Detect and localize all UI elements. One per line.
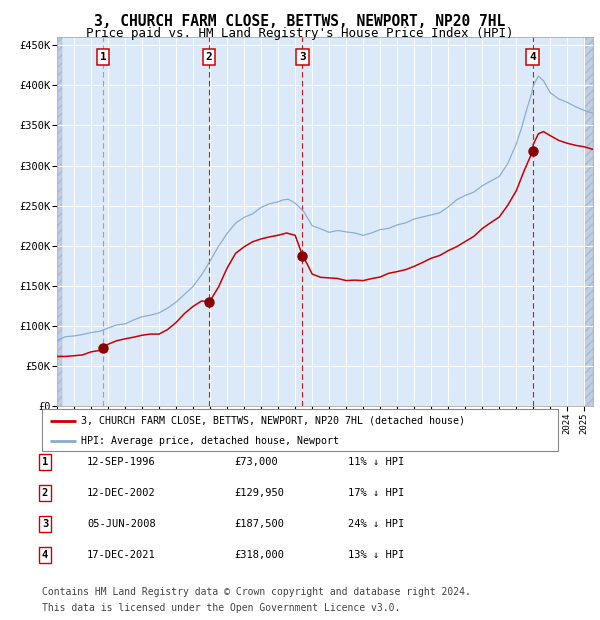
Text: 05-JUN-2008: 05-JUN-2008	[87, 519, 156, 529]
Text: 11% ↓ HPI: 11% ↓ HPI	[348, 457, 404, 467]
Text: 4: 4	[42, 550, 48, 560]
Bar	[584, 37, 593, 406]
Text: 3: 3	[299, 52, 306, 62]
Bar	[57, 37, 62, 406]
Text: Contains HM Land Registry data © Crown copyright and database right 2024.: Contains HM Land Registry data © Crown c…	[42, 587, 471, 597]
Text: 4: 4	[529, 52, 536, 62]
Text: £73,000: £73,000	[234, 457, 278, 467]
Text: 2: 2	[206, 52, 212, 62]
Text: 12-DEC-2002: 12-DEC-2002	[87, 488, 156, 498]
Bar	[584, 37, 593, 406]
Text: HPI: Average price, detached house, Newport: HPI: Average price, detached house, Newp…	[80, 436, 338, 446]
Text: 3, CHURCH FARM CLOSE, BETTWS, NEWPORT, NP20 7HL (detached house): 3, CHURCH FARM CLOSE, BETTWS, NEWPORT, N…	[80, 415, 465, 425]
Text: 17% ↓ HPI: 17% ↓ HPI	[348, 488, 404, 498]
Text: This data is licensed under the Open Government Licence v3.0.: This data is licensed under the Open Gov…	[42, 603, 400, 613]
Text: Price paid vs. HM Land Registry's House Price Index (HPI): Price paid vs. HM Land Registry's House …	[86, 27, 514, 40]
Text: 13% ↓ HPI: 13% ↓ HPI	[348, 550, 404, 560]
Text: 3: 3	[42, 519, 48, 529]
Text: 24% ↓ HPI: 24% ↓ HPI	[348, 519, 404, 529]
Text: 12-SEP-1996: 12-SEP-1996	[87, 457, 156, 467]
Text: £187,500: £187,500	[234, 519, 284, 529]
Text: 1: 1	[100, 52, 106, 62]
Text: 17-DEC-2021: 17-DEC-2021	[87, 550, 156, 560]
Text: £318,000: £318,000	[234, 550, 284, 560]
FancyBboxPatch shape	[42, 409, 558, 451]
Text: 1: 1	[42, 457, 48, 467]
Bar	[57, 37, 62, 406]
Text: £129,950: £129,950	[234, 488, 284, 498]
Text: 3, CHURCH FARM CLOSE, BETTWS, NEWPORT, NP20 7HL: 3, CHURCH FARM CLOSE, BETTWS, NEWPORT, N…	[94, 14, 506, 29]
Text: 2: 2	[42, 488, 48, 498]
